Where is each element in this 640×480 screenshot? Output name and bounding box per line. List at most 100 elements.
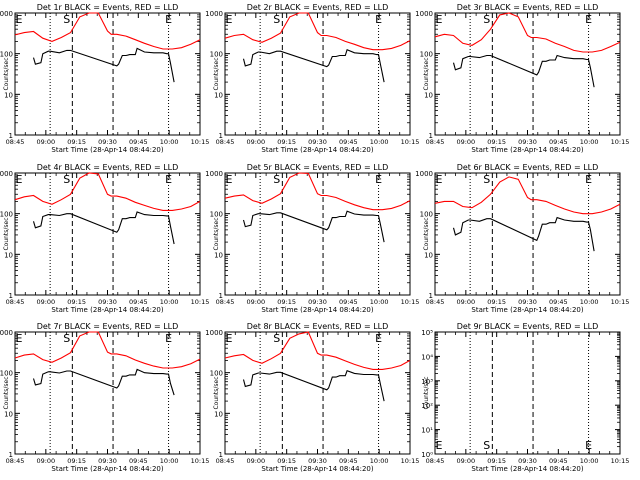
y-tick-label: 1 [429,132,433,140]
marker-label-s: S [483,13,490,26]
x-tick-label: 08:45 [426,298,445,306]
x-tick-label: 10:15 [191,298,210,306]
series-line-events [242,210,385,243]
panel-title: Det 7r BLACK = Events, RED = LLD [37,322,179,331]
series-line-events [242,48,385,83]
x-tick-label: 09:15 [277,298,296,306]
x-tick-label: 09:00 [456,457,475,465]
detector-panel-6: Det 6r BLACK = Events, RED = LLD Counts/s… [415,163,629,314]
y-tick-label: 10 [214,410,223,418]
y-tick-label: 1000 [205,10,223,18]
x-tick-label: 09:15 [67,138,86,146]
y-tick-label: 10⁵ [421,329,433,337]
y-tick-label: 1000 [415,10,433,18]
y-axis-label: Counts/sec [423,376,430,409]
x-tick-label: 09:45 [129,298,148,306]
y-tick-label: 100 [0,211,13,219]
marker-label-e: E [375,13,382,26]
y-tick-label: 10 [4,410,13,418]
y-tick-label: 10 [4,251,13,259]
x-tick-label: 09:30 [98,298,117,306]
series-line-lld [224,172,411,211]
series-line-lld [224,12,411,51]
x-tick-label: 09:45 [339,138,358,146]
x-tick-label: 09:30 [98,138,117,146]
y-axis-label: Counts/sec [213,57,220,90]
x-tick-label: 10:15 [401,138,420,146]
x-tick-label: 10:15 [191,457,210,465]
series-line-events [452,216,595,252]
x-tick-label: 10:00 [370,138,389,146]
x-tick-label: 09:00 [36,298,55,306]
series-line-events [32,368,175,396]
series-line-events [32,47,175,83]
detector-panel-2: Det 2r BLACK = Events, RED = LLD Counts/s… [205,3,419,154]
y-tick-label: 100 [210,370,223,378]
y-tick-label: 10 [424,251,433,259]
x-tick-label: 10:15 [611,298,630,306]
x-tick-label: 10:00 [370,298,389,306]
marker-label-e: E [226,332,233,345]
x-axis-label: Start Time (28-Apr-14 08:44:20) [261,306,373,314]
series-line-lld [14,172,201,211]
y-axis-label: Counts/sec [213,376,220,409]
x-tick-label: 09:00 [36,138,55,146]
y-tick-label: 1 [219,451,223,459]
detector-panel-1: Det 1r BLACK = Events, RED = LLD Counts/s… [0,3,209,154]
marker-label-e: E [16,13,23,26]
panel-title: Det 2r BLACK = Events, RED = LLD [247,3,389,12]
y-axis-label: Counts/sec [423,57,430,90]
panel-title: Det 9r BLACK = Events, RED = LLD [457,322,599,331]
marker-label-e: E [436,173,443,186]
x-tick-label: 08:45 [426,457,445,465]
series-line-lld [434,176,621,215]
x-tick-label: 09:00 [246,457,265,465]
x-tick-label: 10:00 [580,457,599,465]
panel-title: Det 3r BLACK = Events, RED = LLD [457,3,599,12]
y-tick-label: 1 [9,132,13,140]
panel-title: Det 8r BLACK = Events, RED = LLD [247,322,389,331]
x-tick-label: 09:00 [456,138,475,146]
detector-panel-9: Det 9r BLACK = Events, RED = LLD Counts/s… [421,322,629,473]
y-tick-label: 1 [9,292,13,300]
x-tick-label: 09:30 [518,138,537,146]
panel-title: Det 5r BLACK = Events, RED = LLD [247,163,389,172]
marker-label-s: S [483,173,490,186]
marker-label-s: S [63,332,70,345]
detector-panel-8: Det 8r BLACK = Events, RED = LLD Counts/s… [205,322,419,473]
detector-panel-3: Det 3r BLACK = Events, RED = LLD Counts/s… [415,3,629,154]
y-tick-label: 10⁴ [421,353,433,361]
series-line-events [242,369,385,402]
x-axis-label: Start Time (28-Apr-14 08:44:20) [261,465,373,473]
marker-label-s: S [63,13,70,26]
marker-label-s: S [273,173,280,186]
marker-label-e: E [16,332,23,345]
y-tick-label: 100 [0,51,13,59]
y-tick-label: 1 [219,292,223,300]
marker-label-e: E [165,332,172,345]
x-axis-label: Start Time (28-Apr-14 08:44:20) [471,306,583,314]
x-axis-label: Start Time (28-Apr-14 08:44:20) [471,146,583,154]
x-tick-label: 09:45 [129,457,148,465]
x-tick-label: 09:45 [129,138,148,146]
y-axis-label: Counts/sec [213,217,220,250]
series-line-lld [14,12,201,50]
detector-panel-5: Det 5r BLACK = Events, RED = LLD Counts/s… [205,163,419,314]
x-axis-label: Start Time (28-Apr-14 08:44:20) [261,146,373,154]
x-tick-label: 08:45 [216,298,235,306]
marker-label-e: E [226,173,233,186]
x-tick-label: 09:30 [308,298,327,306]
y-tick-label: 1000 [205,170,223,178]
y-tick-label: 100 [420,51,433,59]
y-tick-label: 100 [210,211,223,219]
x-tick-label: 09:45 [339,457,358,465]
x-tick-label: 08:45 [6,457,25,465]
y-tick-label: 1 [219,132,223,140]
y-tick-label: 1 [429,292,433,300]
y-tick-label: 100 [210,51,223,59]
x-tick-label: 08:45 [6,138,25,146]
marker-label-s: S [63,173,70,186]
x-tick-label: 10:00 [160,298,179,306]
y-tick-label: 10 [424,91,433,99]
